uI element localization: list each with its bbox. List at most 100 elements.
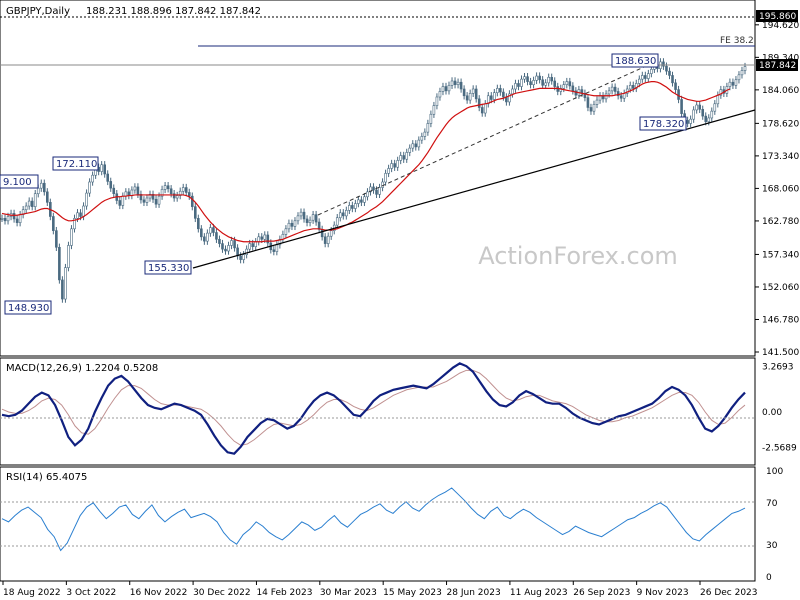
macd-layer [1,362,746,455]
candle [462,85,466,100]
candle [290,219,294,231]
candle [366,188,369,201]
candle [106,170,110,186]
candle [650,65,653,78]
candle [384,169,387,186]
candle [737,71,741,84]
candle [323,233,327,248]
candle [468,89,472,104]
candle [450,77,454,89]
candle [245,245,248,259]
candle [613,83,617,96]
candle [326,232,330,248]
candle [33,190,37,211]
candle [523,72,526,83]
price-panel [0,0,756,357]
date-tick-label: 3 Oct 2022 [66,588,116,598]
candle [46,188,49,207]
label-9100: 9.100 [0,174,39,189]
candle [151,190,155,203]
candle [112,184,116,198]
candle [535,72,538,85]
candle [514,79,517,93]
candle [308,216,312,227]
candle [616,87,620,100]
candle [209,223,212,237]
candle [456,78,460,89]
moving-average-line [1,81,731,243]
rsi-header: RSI(14) 65.4075 [6,472,87,483]
candle [338,209,342,222]
candle [728,78,732,91]
price-layer [0,58,747,303]
candle [317,218,321,234]
candle [55,226,58,251]
candle [85,189,88,210]
candle [559,84,563,96]
candle [30,197,34,211]
candle [402,151,406,163]
candle [287,219,291,233]
candle [103,161,106,178]
candle [477,95,481,112]
ohlc-header: 188.231 188.896 187.842 187.842 [86,6,261,17]
candle [221,239,224,253]
candle [701,105,705,120]
candle [363,193,366,207]
rsi-panel [0,466,756,582]
date-tick-label: 11 Aug 2023 [510,588,568,598]
candle [396,156,399,171]
label-155330: 155.330 [144,260,192,275]
candle [480,103,484,117]
candle [589,103,593,115]
candle [296,212,300,225]
date-tick-label: 26 Sep 2023 [573,588,630,598]
rsi-layer [1,487,746,552]
rsi-tick-label: 100 [766,467,783,477]
macd-line [1,362,746,455]
candle [541,76,544,89]
candle [680,95,683,118]
candle [42,179,46,196]
candle [532,76,535,89]
macd-tick-label: 0.00 [762,408,782,418]
candle [70,225,73,250]
candle [526,72,529,86]
candle [341,209,345,220]
candle [631,81,635,93]
candle [444,82,448,95]
rsi-tick-label: 70 [766,499,778,509]
candle [674,79,677,94]
candle [719,85,723,99]
candle [710,107,714,122]
candle [704,112,708,126]
candle [73,214,76,233]
date-tick-label: 28 Jun 2023 [447,588,501,598]
candle [24,202,28,214]
candle [139,190,143,204]
candle [429,110,433,128]
label-178320: 178.320 [639,116,687,131]
candle [354,199,357,213]
candle [574,87,578,99]
price-tick-label: 146.780 [762,315,799,325]
candle [293,217,297,231]
candle [142,196,146,207]
date-tick-label: 14 Feb 2023 [256,588,312,598]
candle [284,225,288,239]
candle [52,212,55,235]
candle [426,119,430,136]
fib-label: FE 38.2 [720,36,754,46]
candle [348,201,351,215]
candle [242,250,245,264]
candle [15,215,19,227]
candle [345,206,348,220]
candle [224,245,227,255]
date-tick-label: 16 Nov 2022 [130,588,188,598]
candle [547,73,550,87]
candle [145,194,149,207]
label-148930-text: 148.930 [8,303,49,314]
candle [387,164,390,178]
candle [671,71,674,87]
candle [372,183,375,194]
